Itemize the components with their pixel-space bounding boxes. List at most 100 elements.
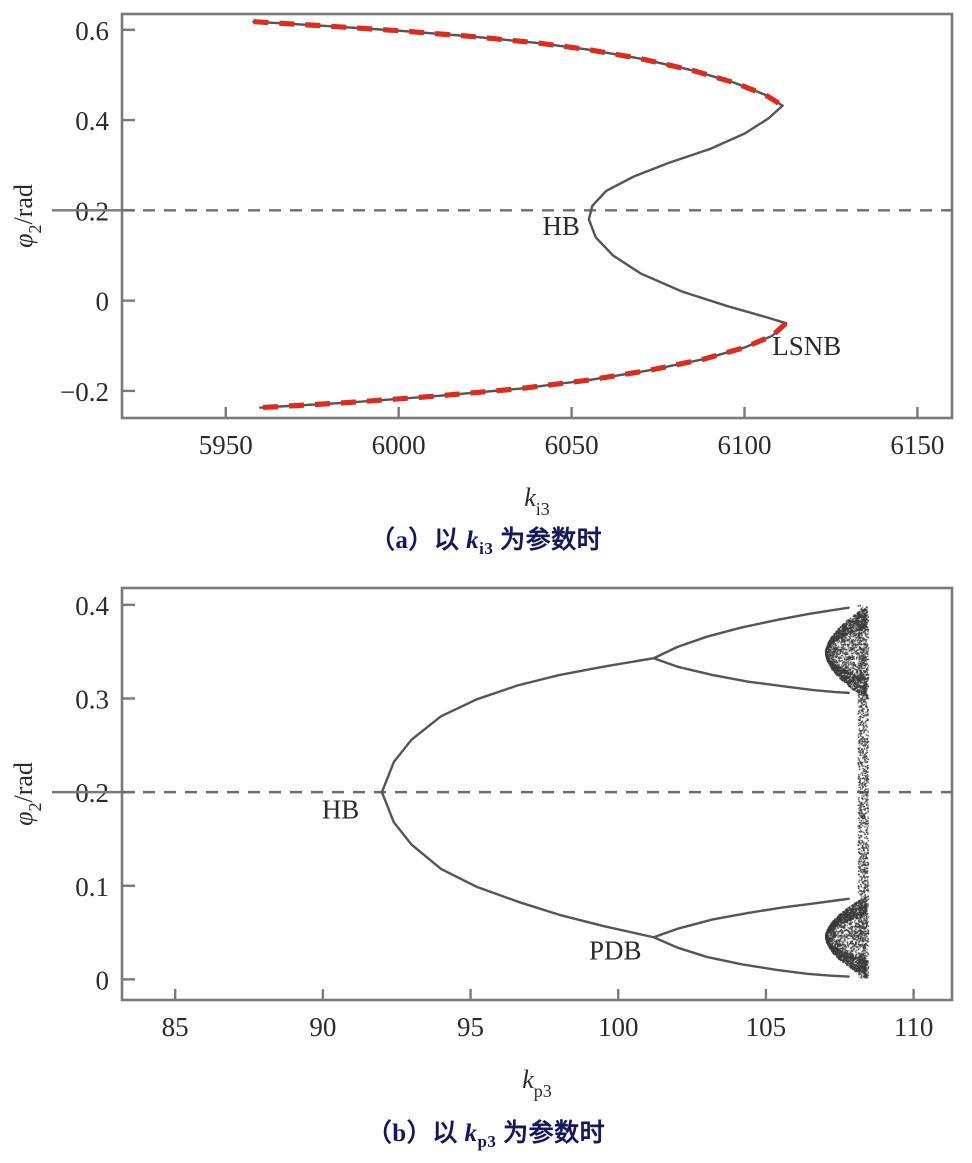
chaos-point: [835, 631, 837, 633]
chaos-point: [839, 672, 841, 674]
chaos-point: [842, 630, 844, 633]
chaos-point: [859, 848, 861, 850]
chaos-point: [845, 652, 847, 654]
chaos-point: [853, 964, 855, 967]
chaos-point: [839, 632, 842, 634]
chaos-point: [841, 632, 843, 634]
chaos-point: [835, 925, 838, 927]
chaos-point: [860, 885, 863, 888]
chaos-point: [854, 908, 857, 910]
chaos-point: [852, 942, 854, 945]
chaos-point: [845, 649, 848, 651]
chaos-point: [842, 645, 845, 648]
chaos-point: [846, 941, 848, 943]
chaos-point: [831, 651, 834, 654]
chaos-point: [841, 646, 843, 649]
chaos-point: [852, 678, 855, 680]
chaos-point: [841, 640, 843, 642]
chaos-point: [847, 660, 850, 662]
chaos-point: [853, 656, 855, 658]
chaos-point: [845, 651, 847, 653]
chaos-point: [834, 920, 837, 923]
chaos-point: [842, 669, 844, 671]
chaos-point: [861, 606, 864, 608]
chaos-point: [827, 943, 830, 946]
chaos-point: [848, 678, 851, 681]
chaos-point: [843, 672, 846, 674]
chaos-point: [855, 658, 858, 660]
chaos-point: [839, 924, 841, 927]
chaos-point: [842, 626, 845, 629]
chaos-point: [856, 613, 859, 615]
chaos-point: [856, 684, 859, 686]
chaos-point: [862, 626, 864, 629]
chaos-point: [859, 673, 862, 675]
chaos-point: [855, 634, 857, 637]
chaos-point: [852, 656, 854, 659]
chaos-point: [834, 947, 836, 950]
chaos-point: [841, 937, 844, 939]
chaos-point: [826, 653, 829, 656]
chaos-point: [855, 669, 858, 672]
chaos-point: [846, 681, 848, 684]
chaos-point: [846, 671, 848, 673]
chaos-point: [836, 920, 838, 923]
chaos-point: [826, 938, 829, 940]
annotation-lsnb: LSNB: [772, 331, 841, 361]
chaos-point: [829, 926, 831, 929]
chaos-point: [867, 825, 870, 827]
chaos-point: [851, 636, 853, 638]
chaos-point: [850, 955, 853, 958]
y-tick-label: −0.2: [60, 377, 109, 407]
x-tick-label: 100: [598, 1012, 639, 1042]
chaos-point: [834, 642, 837, 645]
chaos-point: [849, 630, 851, 632]
chaos-point: [834, 640, 837, 642]
chaos-point: [850, 968, 853, 970]
chart-panel-b: 85 90 95 100 105 110 0.4 0.3 0.2 0.1 0 HB PDB kp3 φ2/r…: [0, 570, 972, 1163]
chaos-point: [847, 911, 849, 914]
chaos-point: [826, 657, 828, 660]
chaos-point: [856, 905, 859, 907]
chaos-point: [855, 683, 857, 686]
chaos-point: [838, 670, 841, 672]
chaos-point: [847, 628, 849, 630]
curve-lower-period2-bottom: [652, 936, 850, 978]
chaos-point: [835, 653, 837, 655]
chaos-point: [848, 909, 850, 912]
chaos-point: [856, 670, 858, 673]
chaos-point: [852, 657, 854, 659]
chaos-point: [850, 642, 853, 644]
chaos-point: [844, 655, 846, 658]
chaos-point: [855, 946, 857, 949]
chaos-point: [842, 661, 844, 663]
chaos-point: [843, 641, 845, 644]
chaos-point: [852, 670, 854, 672]
curve-upper-branch-unstable: [253, 19, 784, 108]
chaos-point: [839, 935, 841, 937]
chaos-point: [839, 938, 842, 941]
chaos-point: [861, 647, 864, 649]
chaos-point: [849, 922, 852, 925]
chaos-point: [843, 632, 846, 634]
chaos-point: [840, 932, 842, 935]
chaos-point: [860, 632, 862, 634]
chaos-point: [830, 648, 832, 651]
chaos-point: [846, 658, 848, 661]
chaos-point: [825, 934, 827, 936]
chaos-point: [828, 929, 830, 932]
chaos-point: [831, 930, 834, 932]
chaos-point: [826, 935, 829, 938]
chaos-point: [847, 680, 850, 682]
chaos-point: [853, 623, 856, 626]
chaos-point: [856, 957, 858, 960]
chaos-point: [857, 618, 860, 620]
chaos-point: [828, 644, 831, 647]
chaos-point: [843, 630, 845, 633]
x-tick-label: 110: [894, 1012, 934, 1042]
chaos-point: [851, 654, 853, 657]
chaos-point: [850, 650, 852, 653]
chaos-point: [835, 941, 837, 944]
chaos-point: [841, 662, 844, 665]
chaos-point: [840, 956, 843, 959]
